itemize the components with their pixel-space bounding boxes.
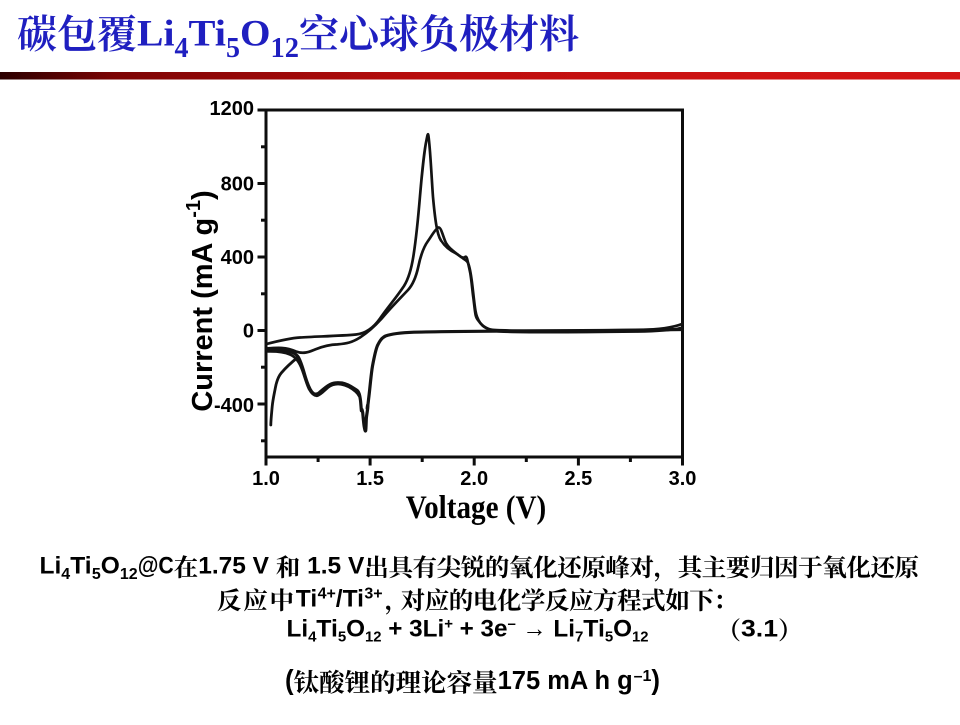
svg-text:800: 800 [221, 173, 254, 195]
svg-text:+: + [444, 616, 453, 633]
svg-text:400: 400 [221, 247, 254, 269]
svg-text:Li: Li [287, 616, 309, 643]
svg-text:7: 7 [575, 629, 583, 646]
svg-text:1.75 V: 1.75 V [198, 553, 276, 580]
svg-text:1200: 1200 [210, 98, 255, 120]
svg-text:): ) [651, 664, 660, 695]
svg-text:3.1: 3.1 [741, 616, 778, 643]
svg-text:5: 5 [605, 629, 613, 646]
svg-text:2.0: 2.0 [460, 468, 488, 490]
svg-text:4+: 4+ [318, 586, 336, 603]
svg-text:O: O [346, 616, 365, 643]
svg-text:Voltage (V): Voltage (V) [406, 490, 547, 526]
svg-text:12: 12 [271, 33, 300, 64]
svg-text:–1: –1 [634, 668, 652, 685]
svg-text:Ti: Ti [189, 14, 227, 55]
svg-text:Ti: Ti [316, 616, 338, 643]
svg-text:12: 12 [365, 629, 382, 646]
svg-text:Li: Li [40, 553, 62, 580]
svg-text:O: O [101, 553, 120, 580]
svg-text:1.0: 1.0 [252, 468, 280, 490]
svg-text:2.5: 2.5 [564, 468, 592, 490]
svg-text:Ti: Ti [70, 553, 91, 580]
svg-text:1.5 V: 1.5 V [300, 553, 365, 580]
svg-text:4: 4 [308, 629, 317, 646]
svg-text:O: O [240, 14, 271, 55]
svg-text:175 mA h g: 175 mA h g [498, 667, 633, 695]
svg-text:–: – [508, 616, 516, 633]
svg-text:Current (mA g-1): Current (mA g-1) [183, 190, 219, 411]
svg-text:Ti: Ti [296, 586, 317, 613]
svg-text:5: 5 [226, 33, 240, 64]
svg-text:12: 12 [632, 629, 649, 646]
svg-text:/: / [336, 586, 343, 613]
svg-text:Ti: Ti [343, 586, 364, 613]
svg-text:→ Li: → Li [516, 616, 575, 643]
svg-text:+ 3e: + 3e [453, 616, 508, 643]
svg-text:4: 4 [61, 566, 70, 583]
svg-text:O: O [613, 616, 632, 643]
svg-text:Li: Li [137, 14, 175, 55]
svg-text:5: 5 [338, 629, 346, 646]
svg-text:@C: @C [138, 553, 174, 580]
svg-text:(: ( [285, 664, 294, 695]
svg-text:3+: 3+ [364, 586, 382, 603]
svg-text:3.0: 3.0 [669, 468, 697, 490]
svg-text:1.5: 1.5 [356, 468, 384, 490]
svg-text:+ 3Li: + 3Li [382, 616, 445, 643]
svg-text:4: 4 [175, 33, 189, 64]
svg-text:12: 12 [120, 566, 138, 583]
svg-text:0: 0 [243, 320, 254, 342]
svg-text:Ti: Ti [583, 616, 605, 643]
svg-text:-400: -400 [214, 395, 254, 417]
svg-text:5: 5 [92, 566, 101, 583]
